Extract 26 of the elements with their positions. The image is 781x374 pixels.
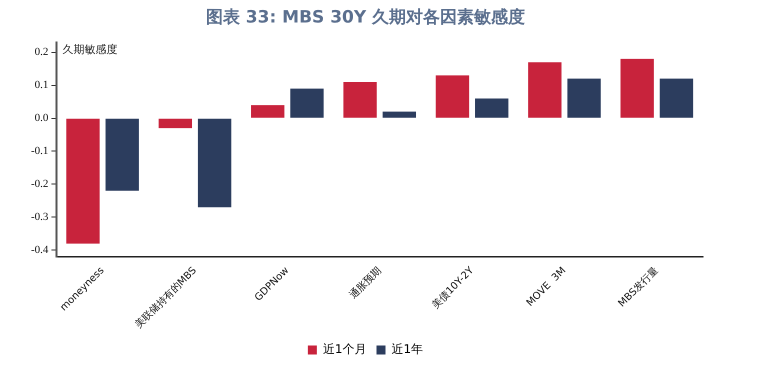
bar bbox=[382, 112, 416, 118]
y-tick-label: -0.1 bbox=[30, 145, 48, 158]
bar bbox=[343, 82, 377, 118]
bar bbox=[660, 78, 694, 118]
y-tick-label: 0.0 bbox=[34, 112, 49, 124]
bar bbox=[436, 75, 470, 118]
y-tick-label: -0.4 bbox=[30, 244, 49, 256]
y-tick-label: 0.2 bbox=[34, 46, 48, 58]
bar bbox=[290, 88, 324, 118]
y-tick-label: -0.3 bbox=[30, 211, 49, 224]
chart-title: 图表 33: MBS 30Y 久期对各因素敏感度 bbox=[206, 8, 526, 28]
bar bbox=[106, 118, 139, 191]
bar bbox=[567, 78, 601, 118]
bar bbox=[620, 58, 654, 118]
legend-label: 近1个月 bbox=[322, 342, 367, 356]
bar bbox=[528, 62, 562, 118]
bar bbox=[475, 98, 508, 118]
bar bbox=[66, 118, 100, 244]
bar bbox=[251, 105, 284, 118]
y-tick-label: 0.1 bbox=[34, 79, 48, 92]
y-tick-label: -0.2 bbox=[30, 178, 48, 190]
x-tick-label: 通胀预期 bbox=[346, 264, 384, 302]
legend-label: 近1年 bbox=[392, 342, 424, 356]
bar bbox=[158, 118, 192, 128]
bar bbox=[198, 118, 232, 208]
y-axis-title: 久期敏感度 bbox=[62, 42, 118, 56]
